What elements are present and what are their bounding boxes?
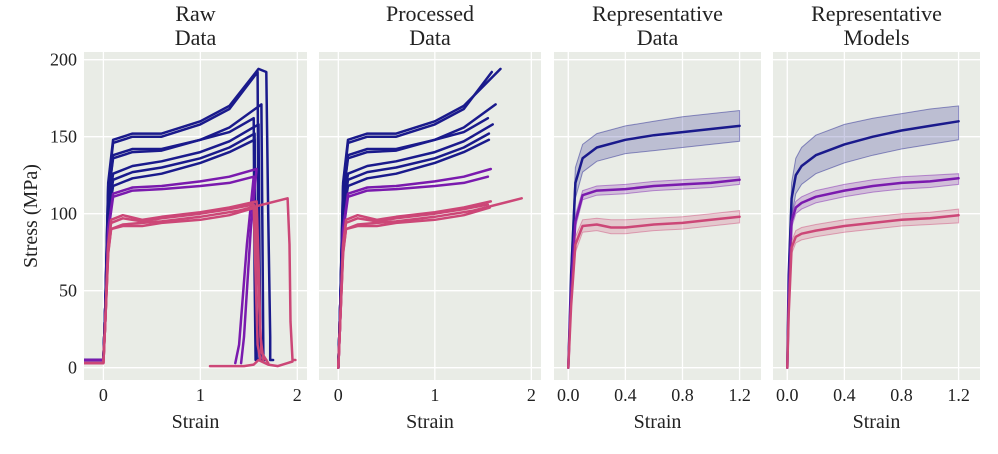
x-tick-label: 1.2 (728, 385, 751, 405)
x-axis-label: Strain (853, 411, 901, 433)
confidence-band-high (786, 105, 960, 368)
plot-area (84, 67, 297, 368)
panel-title: Processed Data (386, 1, 474, 50)
panel-3: 0.0 0.4 0.8 1.2 Strain Representative Data (554, 1, 761, 433)
plot-area (337, 67, 523, 369)
x-tick-label: 1.2 (947, 385, 970, 405)
series-line-high-1 (567, 124, 741, 369)
x-tick-label: 1 (196, 385, 205, 405)
x-tick-label: 1 (430, 385, 439, 405)
y-tick-label: 100 (50, 204, 77, 224)
panel-title: Representative Models (811, 1, 942, 50)
series-line-low-13 (337, 206, 492, 369)
panel-title: Raw Data (175, 1, 217, 50)
series-line-low-13 (84, 206, 270, 365)
x-tick-label: 0.8 (671, 385, 694, 405)
panel-4: 0.0 0.4 0.8 1.2 Strain Representative Models (773, 1, 980, 433)
panel-2: 0 1 2 Strain Processed Data (319, 1, 541, 433)
y-tick-label: 150 (50, 127, 77, 147)
x-tick-label: 0.8 (890, 385, 913, 405)
panel-title: Representative Data (592, 1, 723, 50)
x-tick-label: 0.4 (614, 385, 637, 405)
series-line-low-14 (208, 358, 294, 368)
plot-area (567, 109, 741, 369)
y-tick-label: 200 (50, 50, 77, 70)
y-axis-label: Stress (MPa) (20, 164, 42, 268)
x-tick-label: 0.0 (776, 385, 799, 405)
series-line-mid-2 (567, 178, 741, 369)
x-tick-label: 0.0 (557, 385, 580, 405)
x-tick-label: 0 (334, 385, 343, 405)
x-axis-label: Strain (634, 411, 682, 433)
x-axis-label: Strain (172, 411, 220, 433)
panel-1: 0 1 2 0 50 100 150 200 Strain Raw Data (50, 1, 307, 433)
plot-area (786, 105, 960, 369)
x-tick-label: 0.4 (833, 385, 856, 405)
series-line-low-3 (786, 213, 960, 369)
y-tick-label: 50 (59, 281, 77, 301)
x-tick-label: 0 (99, 385, 108, 405)
x-tick-label: 2 (293, 385, 302, 405)
series-line-low-3 (567, 215, 741, 369)
panel-background (554, 52, 761, 380)
x-axis-label: Strain (406, 411, 454, 433)
y-tick-label: 0 (68, 358, 77, 378)
x-tick-label: 2 (527, 385, 536, 405)
